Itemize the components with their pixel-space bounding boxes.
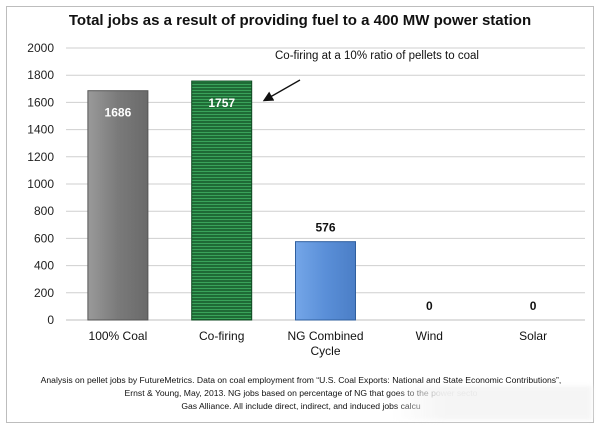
data-label: 1686 bbox=[105, 106, 132, 120]
y-tick-label: 1400 bbox=[27, 123, 54, 137]
y-tick-label: 1800 bbox=[27, 68, 54, 82]
y-tick-label: 1200 bbox=[27, 150, 54, 164]
bar-co-firing bbox=[191, 80, 253, 321]
y-tick-label: 200 bbox=[34, 286, 54, 300]
bars bbox=[87, 80, 356, 321]
y-tick-label: 600 bbox=[34, 231, 54, 245]
data-label: 576 bbox=[315, 221, 335, 235]
annotation-arrow bbox=[262, 79, 301, 102]
y-tick-label: 2000 bbox=[27, 41, 54, 55]
y-tick-label: 1000 bbox=[27, 177, 54, 191]
data-labels: 1686 1757 576 0 0 bbox=[105, 96, 537, 313]
x-tick-label: Solar bbox=[519, 329, 547, 343]
x-tick-label: Wind bbox=[416, 329, 443, 343]
y-axis: 0 200 400 600 800 1000 1200 1400 1600 1800 2000 bbox=[27, 41, 585, 327]
y-tick-label: 400 bbox=[34, 259, 54, 273]
blurred-corner bbox=[392, 386, 592, 420]
x-tick-label: NG Combined bbox=[287, 329, 363, 343]
footnote-line-2: Ernst & Young, May, 2013. NG jobs based … bbox=[124, 388, 478, 398]
y-tick-label: 800 bbox=[34, 204, 54, 218]
footnote: Analysis on pellet jobs by FutureMetrics… bbox=[14, 374, 588, 413]
data-label: 0 bbox=[426, 299, 433, 313]
data-label: 1757 bbox=[208, 96, 235, 110]
co-firing-annotation: Co-firing at a 10% ratio of pellets to c… bbox=[275, 50, 479, 62]
footnote-line-1: Analysis on pellet jobs by FutureMetrics… bbox=[40, 375, 562, 385]
chart-title: Total jobs as a result of providing fuel… bbox=[68, 12, 532, 29]
x-tick-label: Cycle bbox=[310, 344, 340, 358]
y-tick-label: 0 bbox=[47, 313, 54, 327]
y-tick-label: 1600 bbox=[27, 95, 54, 109]
bar-100-coal bbox=[87, 90, 149, 321]
gridlines bbox=[66, 47, 585, 321]
bar-ng-combined-cycle bbox=[295, 241, 356, 321]
x-tick-label: Co-firing bbox=[199, 329, 244, 343]
data-label: 0 bbox=[530, 299, 537, 313]
footnote-line-3: Gas Alliance. All include direct, indire… bbox=[181, 401, 421, 411]
x-tick-label: 100% Coal bbox=[89, 329, 148, 343]
